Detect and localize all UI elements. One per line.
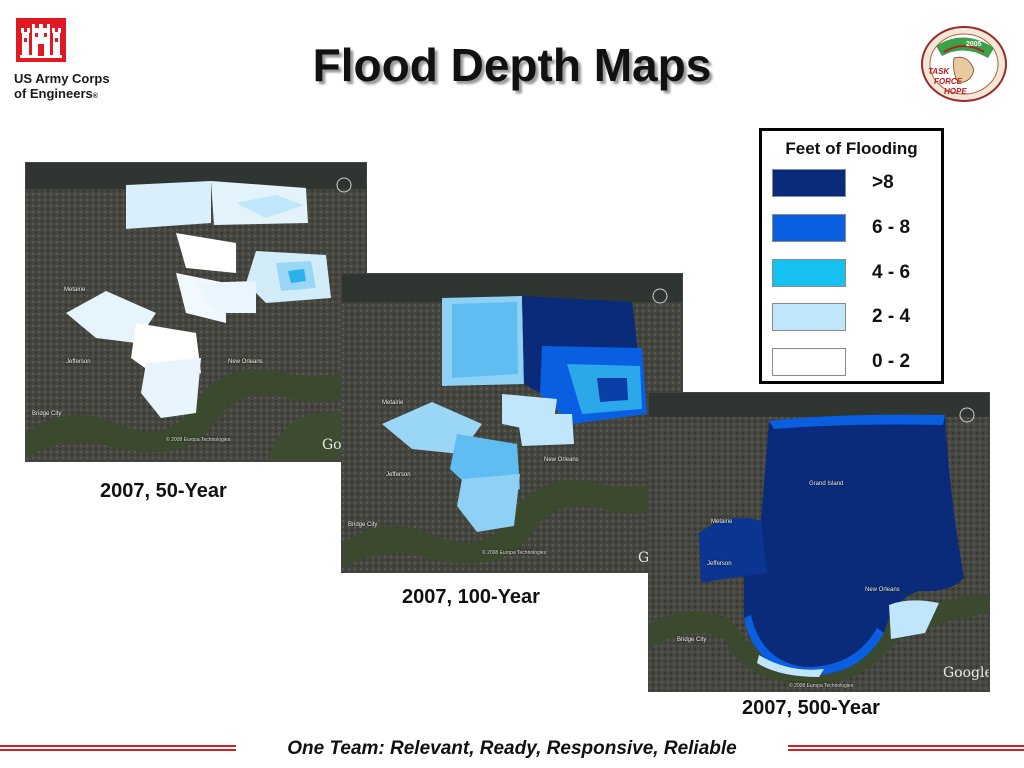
legend-swatch <box>772 303 846 331</box>
flood-map-500-year: Grand Island Metairie Jefferson New Orle… <box>648 392 990 692</box>
place-label-jefferson: Jefferson <box>707 561 732 567</box>
legend-swatch <box>772 169 846 197</box>
flood-depth-legend: Feet of Flooding >8 6 - 8 4 - 6 2 - 4 0 … <box>759 128 944 384</box>
place-label-jefferson: Jefferson <box>66 359 91 365</box>
legend-label: >8 <box>872 172 894 193</box>
flood-map-50-year: Metairie Jefferson New Orleans Bridge Ci… <box>25 162 367 462</box>
legend-item: 6 - 8 <box>772 214 937 244</box>
footer-rule-right <box>788 745 1024 751</box>
legend-item: >8 <box>772 169 937 199</box>
slide-title: Flood Depth Maps <box>312 39 712 91</box>
map-50-graphic <box>26 163 366 461</box>
google-watermark: Google <box>943 665 990 681</box>
legend-swatch <box>772 348 846 376</box>
place-label-bridge-city: Bridge City <box>348 522 378 528</box>
usace-line1: US Army Corps <box>14 71 110 86</box>
registered-mark: ® <box>92 93 98 100</box>
task-force-hope-seal: 2005 TASK FORCE HOPE <box>921 26 1007 102</box>
place-label-new-orleans: New Orleans <box>228 359 263 365</box>
seal-text-force: FORCE <box>934 77 963 86</box>
legend-label: 4 - 6 <box>872 262 911 283</box>
legend-swatch <box>772 259 846 287</box>
place-label-metairie: Metairie <box>711 519 733 525</box>
place-label-bridge-city: Bridge City <box>32 411 62 417</box>
map-attribution: © 2008 Europa Technologies <box>166 437 231 443</box>
legend-item: 2 - 4 <box>772 303 937 333</box>
place-label-metairie: Metairie <box>382 400 404 406</box>
legend-item: 0 - 2 <box>772 348 937 378</box>
place-label-jefferson: Jefferson <box>386 472 411 478</box>
place-label-bridge-city: Bridge City <box>677 637 707 643</box>
castle-icon <box>16 18 66 62</box>
map-attribution: © 2008 Europa Technologies <box>789 683 854 689</box>
legend-label: 6 - 8 <box>872 217 911 238</box>
map-caption-100-year: 2007, 100-Year <box>402 586 540 608</box>
usace-line2: of Engineers <box>14 86 93 101</box>
flood-map-100-year: Metairie Jefferson New Orleans Bridge Ci… <box>341 273 683 573</box>
usace-logo: US Army Corps of Engineers® <box>14 14 134 104</box>
footer-slogan: One Team: Relevant, Ready, Responsive, R… <box>287 738 737 759</box>
legend-label: 0 - 2 <box>872 351 911 372</box>
map-500-graphic <box>649 393 989 691</box>
place-label-new-orleans: New Orleans <box>865 587 900 593</box>
seal-text-hope: HOPE <box>944 87 967 96</box>
place-label-grand-island: Grand Island <box>809 481 844 487</box>
map-attribution: © 2008 Europa Technologies <box>482 550 547 556</box>
map-caption-500-year: 2007, 500-Year <box>742 697 880 719</box>
place-label-new-orleans: New Orleans <box>544 457 579 463</box>
map-caption-50-year: 2007, 50-Year <box>100 480 227 502</box>
legend-title: Feet of Flooding <box>785 139 918 158</box>
map-100-graphic <box>342 274 682 572</box>
place-label-metairie: Metairie <box>64 287 86 293</box>
legend-swatch <box>772 214 846 242</box>
legend-label: 2 - 4 <box>872 306 911 327</box>
seal-year: 2005 <box>966 41 982 48</box>
footer-rule-left <box>0 745 236 751</box>
usace-wordmark: US Army Corps of Engineers® <box>14 71 110 104</box>
legend-item: 4 - 6 <box>772 259 937 289</box>
seal-text-task: TASK <box>928 67 950 76</box>
